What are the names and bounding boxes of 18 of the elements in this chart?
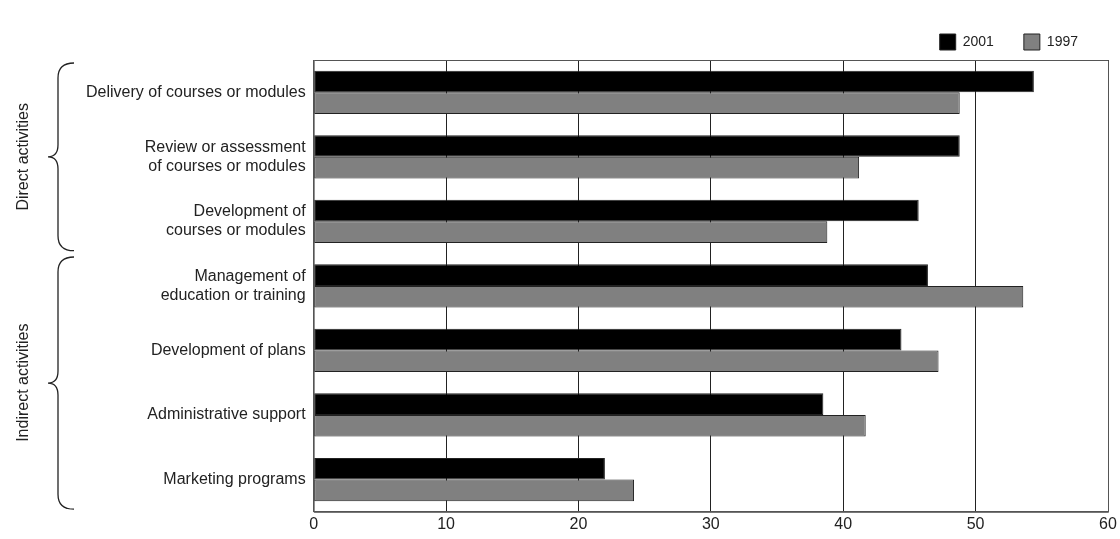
- x-tick-label: 10: [437, 514, 456, 532]
- y-tick-label: Development of plans: [150, 340, 306, 358]
- y-tick-label: Development of courses or modules: [166, 202, 307, 239]
- legend-label: 1997: [1046, 32, 1079, 49]
- x-tick-label: 40: [834, 514, 853, 532]
- x-tick-label: 30: [701, 514, 720, 532]
- y-tick-label: Management of education or training: [160, 266, 307, 303]
- x-tick-label: 20: [569, 514, 588, 532]
- y-tick-label: Administrative support: [147, 405, 307, 423]
- text: Indirect activities: [14, 323, 32, 442]
- legend-label: 2001: [962, 32, 995, 49]
- y-tick-label: Review or assessment of courses or modules: [144, 137, 307, 174]
- text: Direct activities: [14, 103, 32, 211]
- y-tick-label: Delivery of courses or modules: [86, 82, 306, 100]
- x-tick-label: 50: [966, 514, 985, 532]
- x-tick-label: 60: [1099, 514, 1117, 532]
- x-tick-label: 0: [309, 514, 319, 532]
- y-tick-label: Marketing programs: [163, 469, 306, 487]
